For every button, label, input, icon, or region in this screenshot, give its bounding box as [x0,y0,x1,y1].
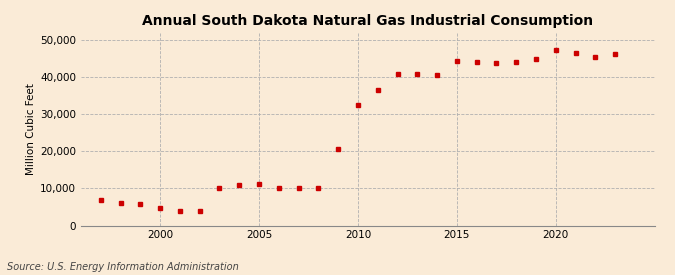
Text: Source: U.S. Energy Information Administration: Source: U.S. Energy Information Administ… [7,262,238,272]
Title: Annual South Dakota Natural Gas Industrial Consumption: Annual South Dakota Natural Gas Industri… [142,14,593,28]
Y-axis label: Million Cubic Feet: Million Cubic Feet [26,83,36,175]
